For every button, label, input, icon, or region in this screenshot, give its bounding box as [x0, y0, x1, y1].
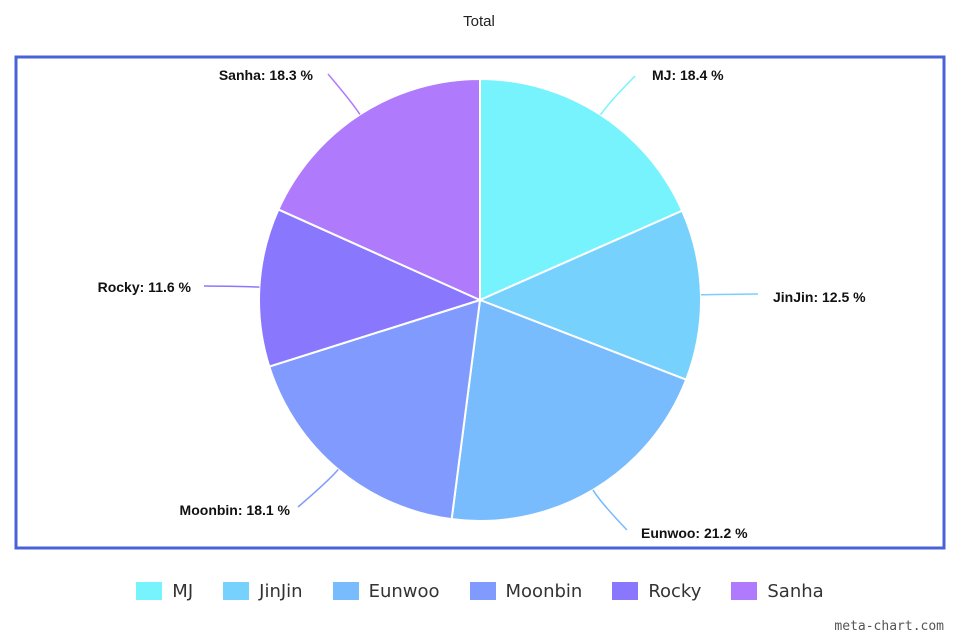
slice-label-eunwoo: Eunwoo: 21.2 %: [641, 525, 748, 541]
legend-item-sanha[interactable]: Sanha: [731, 580, 824, 602]
legend-label: Rocky: [648, 580, 702, 602]
legend-label: Moonbin: [505, 580, 583, 602]
label-connector-mj: [600, 75, 636, 116]
slice-label-rocky: Rocky: 11.6 %: [98, 279, 192, 295]
label-connector-jinjin: [700, 293, 759, 296]
pie-slice-mj[interactable]: [479, 77, 684, 302]
slice-label-sanha: Sanha: 18.3 %: [219, 67, 314, 83]
pie-slice-moonbin[interactable]: [268, 298, 482, 521]
legend-item-mj[interactable]: MJ: [136, 581, 193, 602]
legend-item-eunwoo[interactable]: Eunwoo: [332, 580, 440, 602]
label-connector-eunwoo: [592, 489, 628, 531]
legend-item-moonbin[interactable]: Moonbin: [469, 580, 583, 602]
legend-label: Eunwoo: [368, 580, 440, 602]
slice-label-mj: MJ: 18.4 %: [652, 67, 724, 83]
legend-swatch: [469, 582, 496, 600]
legend-label: Sanha: [767, 580, 824, 602]
watermark: meta-chart.com: [834, 619, 944, 634]
legend-label: JinJin: [259, 580, 303, 602]
slice-labels: MJ: 18.4 % JinJin: 12.5 % Eunwoo: 21.2 % Mo…: [98, 67, 867, 541]
legend-swatch: [136, 582, 163, 600]
label-connector-moonbin: [297, 469, 339, 508]
legend-label: MJ: [172, 580, 194, 602]
pie-slice-rocky[interactable]: [258, 208, 483, 368]
legend-swatch: [612, 582, 639, 600]
label-connector-rocky: [203, 285, 260, 288]
chart-title: Total: [463, 13, 495, 30]
legend-item-jinjin[interactable]: JinJin: [223, 580, 303, 602]
legend-swatch: [332, 582, 359, 600]
legend: MJ JinJin Eunwoo Moonbin Rocky Sanha: [0, 576, 960, 606]
legend-swatch: [731, 582, 758, 600]
pie-slices: [258, 77, 702, 522]
label-connectors: [203, 73, 759, 531]
plot-area-border: [14, 55, 946, 550]
pie-slice-sanha[interactable]: [277, 77, 481, 302]
slice-label-jinjin: JinJin: 12.5 %: [773, 289, 866, 305]
legend-item-rocky[interactable]: Rocky: [612, 581, 701, 602]
legend-swatch: [223, 582, 250, 600]
slice-label-moonbin: Moonbin: 18.1 %: [180, 502, 291, 518]
label-connector-sanha: [327, 73, 361, 115]
